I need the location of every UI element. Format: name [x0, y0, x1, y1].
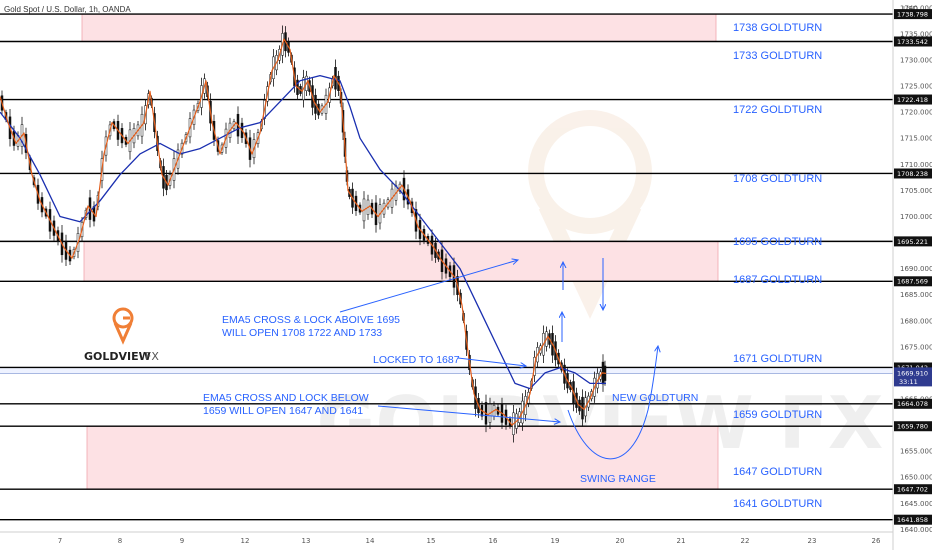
- x-tick-12: 23: [808, 537, 817, 545]
- level-tag-8: [894, 421, 932, 432]
- level-tag-2: [894, 94, 932, 105]
- current-price-tag: [894, 367, 932, 387]
- zone-1: [83, 240, 719, 282]
- time-axis[interactable]: 7 8 9 12 13 14 15 16 19 20 21 22 23 26: [58, 537, 881, 545]
- level-tag-text-3: 1708.238: [897, 170, 928, 178]
- symbol-header: Gold Spot / U.S. Dollar, 1h, OANDA: [4, 5, 131, 14]
- level-tag-7: [894, 398, 932, 409]
- y-tick-0: 1640.000: [900, 526, 932, 534]
- level-tag-text-0: 1738.798: [897, 10, 928, 18]
- level-label-3: 1708 GOLDTURN: [733, 173, 822, 185]
- level-tag-4: [894, 236, 932, 247]
- zone-2: [86, 425, 719, 490]
- annotation-arrows: [339, 258, 658, 460]
- y-tick-8: 1680.000: [900, 317, 932, 325]
- x-tick-10: 21: [677, 537, 686, 545]
- current-band-rect: [0, 367, 893, 374]
- y-tick-1: 1645.000: [900, 500, 932, 508]
- logo-pin-icon: [112, 307, 134, 345]
- level-tag-text-4: 1695.221: [897, 238, 928, 246]
- arrow-ema-down: [377, 405, 560, 422]
- level-labels: 1738 GOLDTURN 1733 GOLDTURN 1722 GOLDTURN 1…: [733, 22, 822, 510]
- level-label-1: 1733 GOLDTURN: [733, 50, 822, 62]
- y-tick-13: 1705.000: [900, 187, 932, 195]
- y-tick-9: 1685.000: [900, 291, 932, 299]
- level-tag-10: [894, 514, 932, 525]
- x-tick-2: 9: [180, 537, 184, 545]
- y-tick-17: 1725.000: [900, 83, 932, 91]
- y-tick-12: 1700.000: [900, 213, 932, 221]
- watermark-pin-icon: [528, 110, 652, 319]
- y-tick-16: 1720.000: [900, 109, 932, 117]
- y-tick-3: 1655.000: [900, 448, 932, 456]
- level-label-5: 1687 GOLDTURN: [733, 274, 822, 286]
- countdown-tag-text: 33:11: [899, 378, 918, 386]
- y-tick-2: 1650.000: [900, 474, 932, 482]
- level-tag-1: [894, 36, 932, 47]
- ema-up-line-2: WILL OPEN 1708 1722 AND 1733: [222, 327, 382, 339]
- y-tick-18: 1730.000: [900, 56, 932, 64]
- ema-slow-line: [0, 74, 606, 390]
- zone-0: [81, 13, 717, 42]
- locked-label: LOCKED TO 1687: [373, 354, 460, 366]
- logo-brand-text: GOLDVIEW: [84, 350, 151, 363]
- level-tag-5: [894, 276, 932, 287]
- level-label-2: 1722 GOLDTURN: [733, 104, 822, 116]
- level-tag-text-5: 1687.569: [897, 278, 928, 286]
- current-price-tag-text: 1669.910: [897, 369, 928, 377]
- x-tick-9: 20: [616, 537, 625, 545]
- swing-range-label: SWING RANGE: [580, 473, 656, 485]
- level-tag-text-8: 1659.780: [897, 423, 928, 431]
- logo-suffix-text: FX: [145, 350, 159, 363]
- ema-down-line-2: 1659 WILL OPEN 1647 AND 1641: [203, 405, 363, 417]
- ema-down-line-1: EMA5 CROSS AND LOCK BELOW: [203, 392, 369, 404]
- current-price-band: [0, 367, 893, 374]
- level-tag-text-2: 1722.418: [897, 96, 928, 104]
- x-tick-0: 7: [58, 537, 62, 545]
- y-tick-20: 1740.000: [900, 4, 932, 12]
- x-tick-7: 16: [489, 537, 498, 545]
- arrow-locked: [457, 357, 526, 366]
- arrow-ema-up: [339, 260, 518, 313]
- level-label-6: 1671 GOLDTURN: [733, 353, 822, 365]
- level-tag-3: [894, 168, 932, 179]
- level-label-7: 1659 GOLDTURN: [733, 409, 822, 421]
- x-tick-3: 12: [241, 537, 250, 545]
- swing-curve: [567, 346, 658, 460]
- level-tag-9: [894, 484, 932, 495]
- y-tick-7: 1675.000: [900, 343, 932, 351]
- y-tick-19: 1735.000: [900, 30, 932, 38]
- y-tick-15: 1715.000: [900, 135, 932, 143]
- level-label-0: 1738 GOLDTURN: [733, 22, 822, 34]
- y-tick-14: 1710.000: [900, 161, 932, 169]
- level-tag-text-10: 1641.858: [897, 516, 928, 524]
- ema-up-line-1: EMA5 CROSS & LOCK ABOIVE 1695: [222, 314, 400, 326]
- x-tick-4: 13: [302, 537, 311, 545]
- level-price-tags: 1738.798 1733.542 1722.418 1708.238 1695.221…: [894, 9, 932, 525]
- x-tick-1: 8: [118, 537, 122, 545]
- level-label-10: 1641 GOLDTURN: [733, 498, 822, 510]
- x-tick-6: 15: [427, 537, 436, 545]
- x-tick-11: 22: [741, 537, 750, 545]
- level-tag-0: [894, 9, 932, 20]
- currency-label: USD: [903, 5, 918, 13]
- level-tag-text-9: 1647.702: [897, 486, 928, 494]
- ema5-line: [0, 38, 607, 426]
- zone-layer: [81, 13, 719, 490]
- level-tag-text-1: 1733.542: [897, 38, 928, 46]
- level-label-4: 1695 GOLDTURN: [733, 236, 822, 248]
- x-tick-5: 14: [366, 537, 375, 545]
- series-layer: [0, 25, 607, 443]
- level-tag-text-7: 1664.078: [897, 400, 928, 408]
- x-tick-13: 26: [872, 537, 881, 545]
- level-label-9: 1647 GOLDTURN: [733, 466, 822, 478]
- x-tick-8: 19: [551, 537, 560, 545]
- y-tick-10: 1690.000: [900, 265, 932, 273]
- price-axis[interactable]: 1640.0001645.0001650.0001655.0001660.000…: [900, 4, 932, 534]
- new-goldturn-label: NEW GOLDTURN: [612, 392, 698, 404]
- goldview-logo: GOLDVIEW FX: [84, 307, 159, 363]
